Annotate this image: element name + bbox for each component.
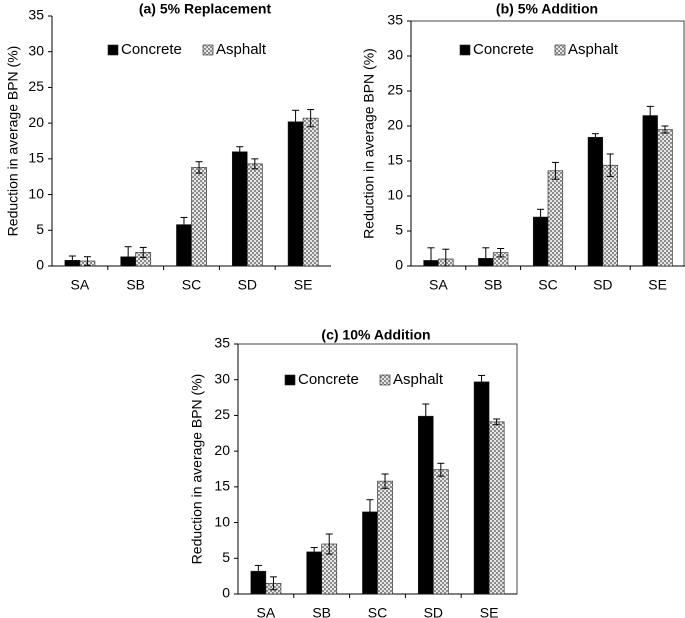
- x-tick-label: SC: [368, 605, 387, 618]
- y-axis-label: Reduction in average BPN (%): [189, 374, 205, 565]
- y-tick-label: 30: [387, 47, 403, 63]
- legend-swatch-concrete: [284, 374, 296, 386]
- y-axis-label: Reduction in average BPN (%): [5, 46, 21, 237]
- bar-asphalt-sd: [602, 164, 618, 267]
- y-tick-label: 15: [28, 150, 44, 166]
- y-tick-label: 35: [28, 7, 44, 23]
- y-tick-label: 5: [222, 549, 230, 565]
- y-tick-label: 30: [28, 42, 44, 58]
- x-tick-label: SA: [71, 277, 90, 293]
- y-tick-label: 35: [214, 335, 230, 351]
- y-axis-label: Reduction in average BPN (%): [361, 48, 377, 239]
- y-tick-label: 20: [387, 117, 403, 133]
- y-tick-label: 25: [387, 82, 403, 98]
- y-tick-label: 20: [28, 114, 44, 130]
- y-tick-label: 5: [395, 222, 403, 238]
- y-tick-label: 15: [214, 478, 230, 494]
- x-tick-label: SE: [294, 277, 313, 293]
- y-tick-label: 35: [387, 12, 403, 28]
- bar-asphalt-se: [302, 117, 319, 267]
- chart-title: (a) 5% Replacement: [139, 1, 272, 17]
- bar-concrete-se: [642, 115, 658, 267]
- bar-asphalt-sd: [247, 163, 263, 267]
- x-tick-label: SC: [182, 277, 201, 293]
- x-tick-label: SA: [429, 277, 448, 293]
- legend-label-asphalt: Asphalt: [568, 41, 619, 58]
- legend-label-asphalt: Asphalt: [393, 371, 444, 388]
- bar-concrete-sb: [306, 551, 322, 595]
- bar-asphalt-se: [488, 421, 505, 595]
- x-tick-label: SD: [593, 277, 612, 293]
- y-tick-label: 20: [214, 442, 230, 458]
- bar-asphalt-sc: [191, 167, 207, 267]
- bar-concrete-se: [287, 121, 304, 267]
- legend-swatch-asphalt: [379, 374, 391, 386]
- legend-label-concrete: Concrete: [473, 41, 534, 58]
- bar-asphalt-sc: [547, 170, 564, 267]
- chart-title: (b) 5% Addition: [496, 1, 598, 17]
- legend-swatch-concrete: [459, 44, 471, 56]
- y-tick-label: 30: [214, 370, 230, 386]
- y-tick-label: 15: [387, 152, 403, 168]
- x-tick-label: SC: [538, 277, 557, 293]
- legend-label-asphalt: Asphalt: [216, 41, 267, 58]
- legend-label-concrete: Concrete: [298, 371, 359, 388]
- chart-panel-2: (c) 10% Addition 0 5 10 15 20 25 30 35 Reduction …: [189, 327, 518, 618]
- legend-swatch-asphalt: [202, 44, 214, 56]
- x-tick-label: SB: [126, 277, 145, 293]
- x-tick-label: SB: [484, 277, 503, 293]
- legend-swatch-concrete: [107, 44, 119, 56]
- y-tick-label: 25: [214, 406, 230, 422]
- chart-panel-0: (a) 5% Replacement 0 5 10 15 20 25 30 35 Reductio…: [5, 1, 331, 293]
- bar-concrete-sd: [587, 136, 604, 267]
- y-tick-label: 0: [36, 257, 44, 273]
- x-tick-label: SE: [648, 277, 667, 293]
- bar-concrete-sd: [231, 151, 248, 267]
- bar-concrete-se: [473, 381, 490, 595]
- y-tick-label: 25: [28, 78, 44, 94]
- bar-asphalt-se: [657, 129, 673, 267]
- x-tick-label: SB: [312, 605, 331, 618]
- y-tick-label: 5: [36, 221, 44, 237]
- x-tick-label: SE: [480, 605, 499, 618]
- y-tick-label: 10: [28, 185, 44, 201]
- chart-title: (c) 10% Addition: [321, 327, 430, 343]
- x-tick-label: SA: [257, 605, 276, 618]
- legend-swatch-asphalt: [554, 44, 566, 56]
- chart-panel-1: (b) 5% Addition 0 5 10 15 20 25 30 35 Reduction i…: [361, 1, 685, 293]
- bar-asphalt-sd: [432, 469, 449, 595]
- y-tick-label: 0: [222, 585, 230, 601]
- y-tick-label: 0: [395, 257, 403, 273]
- y-tick-label: 10: [214, 513, 230, 529]
- bar-concrete-sd: [417, 415, 434, 595]
- x-tick-label: SD: [238, 277, 257, 293]
- bar-asphalt-sc: [377, 480, 393, 595]
- y-tick-label: 10: [387, 187, 403, 203]
- x-tick-label: SD: [424, 605, 443, 618]
- legend-label-concrete: Concrete: [121, 41, 182, 58]
